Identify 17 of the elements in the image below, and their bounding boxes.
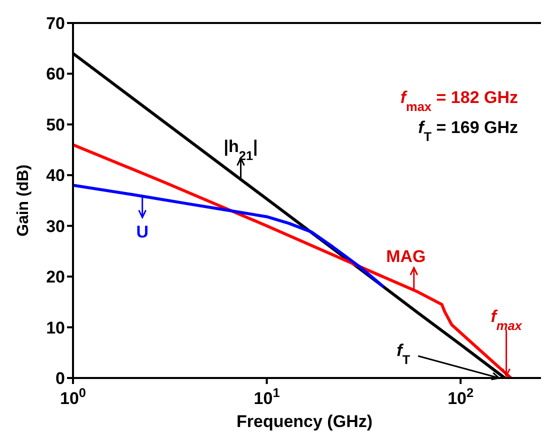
annotation: U [136, 222, 148, 242]
y-tick-label: 70 [46, 14, 65, 34]
x-axis-title: Frequency (GHz) [236, 412, 373, 431]
annotation: f$_{max}$ = 182 GHz [400, 88, 518, 114]
annotation: f$_{T}$ = 169 GHz [418, 118, 518, 144]
x-tick-label: 10$^{1}$ [254, 384, 280, 408]
annotation: f$_{max}$ [490, 307, 523, 332]
y-axis-title: Gain (dB) [15, 164, 32, 236]
y-tick-label: 60 [46, 64, 65, 84]
y-tick-label: 30 [46, 216, 65, 236]
annotation: f$_{T}$ [396, 341, 410, 366]
x-tick-label: 10$^{2}$ [448, 384, 474, 408]
annotation: MAG [386, 246, 426, 266]
y-tick-label: 40 [46, 166, 65, 186]
y-tick-label: 10 [46, 318, 65, 338]
y-tick-label: 50 [46, 115, 65, 134]
y-tick-label: 20 [46, 268, 65, 287]
